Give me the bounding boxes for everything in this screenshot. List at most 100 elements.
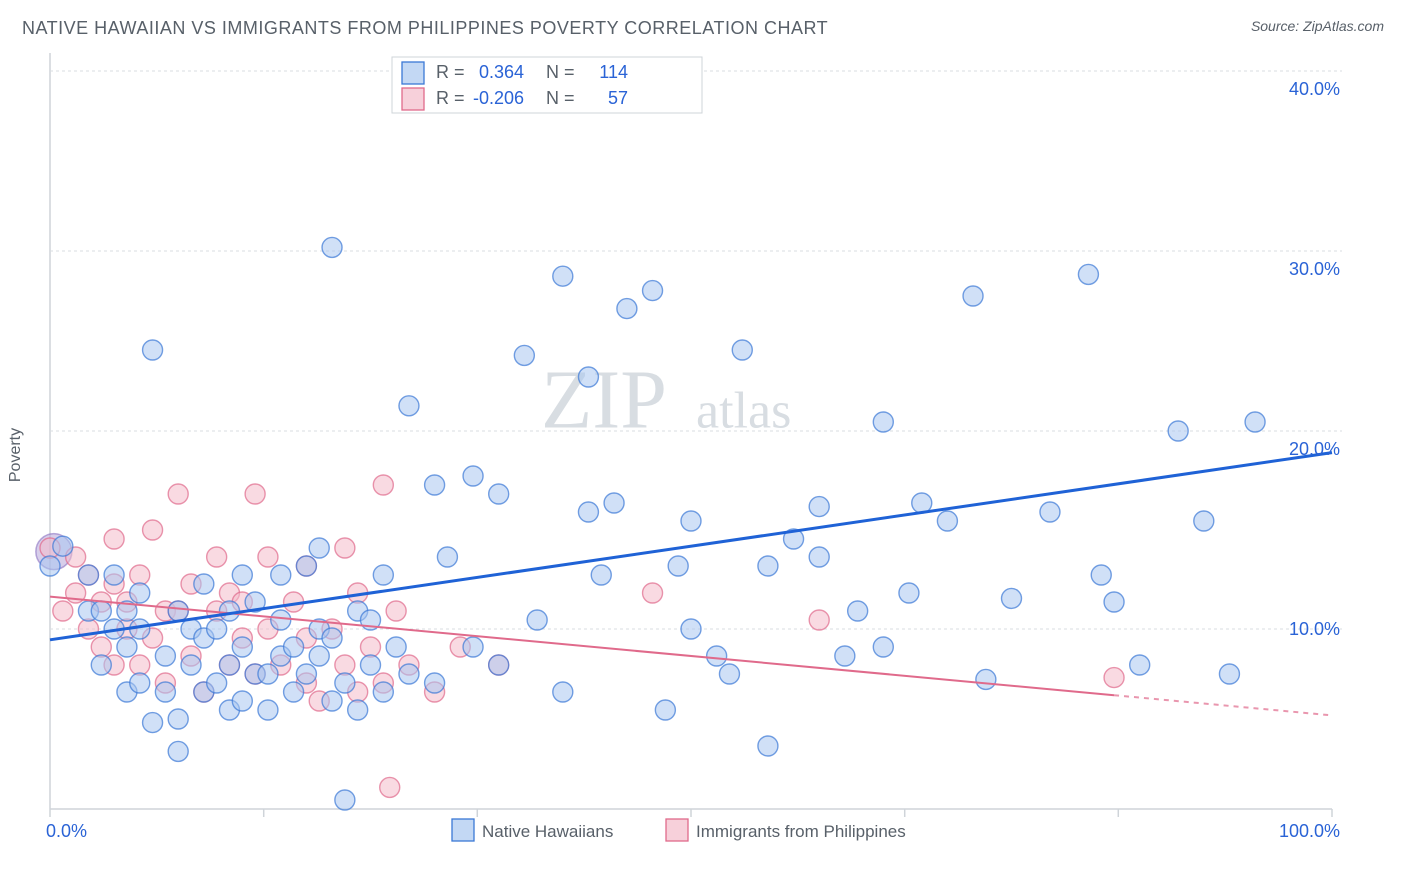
scatter-point — [296, 664, 316, 684]
scatter-point — [130, 655, 150, 675]
scatter-point — [207, 619, 227, 639]
svg-text:N =: N = — [546, 88, 575, 108]
scatter-point — [232, 637, 252, 657]
svg-text:R =: R = — [436, 62, 465, 82]
scatter-point — [335, 673, 355, 693]
scatter-point — [40, 556, 60, 576]
legend-swatch — [402, 62, 424, 84]
scatter-point — [399, 664, 419, 684]
scatter-point — [219, 655, 239, 675]
scatter-point — [309, 538, 329, 558]
scatter-point — [1078, 264, 1098, 284]
legend-label: Immigrants from Philippines — [696, 822, 906, 841]
scatter-point — [758, 556, 778, 576]
scatter-point — [53, 536, 73, 556]
svg-text:ZIP: ZIP — [541, 353, 667, 446]
scatter-point — [617, 299, 637, 319]
scatter-point — [296, 556, 316, 576]
scatter-point — [1194, 511, 1214, 531]
scatter-series-blue — [40, 237, 1265, 810]
scatter-point — [258, 664, 278, 684]
chart-title: NATIVE HAWAIIAN VS IMMIGRANTS FROM PHILI… — [22, 18, 828, 39]
scatter-point — [284, 637, 304, 657]
scatter-point — [578, 502, 598, 522]
scatter-point — [809, 497, 829, 517]
y-tick-label: 30.0% — [1289, 259, 1340, 279]
x-tick-label: 0.0% — [46, 821, 87, 841]
scatter-point — [386, 637, 406, 657]
scatter-point — [348, 700, 368, 720]
svg-text:0.364: 0.364 — [479, 62, 524, 82]
scatter-point — [643, 583, 663, 603]
scatter-point — [848, 601, 868, 621]
scatter-point — [143, 340, 163, 360]
y-axis-label: Poverty — [7, 428, 25, 482]
scatter-point — [194, 574, 214, 594]
scatter-point — [258, 547, 278, 567]
svg-text:114: 114 — [599, 62, 628, 82]
scatter-point — [168, 601, 188, 621]
svg-text:57: 57 — [608, 88, 628, 108]
svg-text:atlas: atlas — [696, 382, 791, 439]
scatter-point — [361, 637, 381, 657]
scatter-point — [143, 520, 163, 540]
y-tick-label: 40.0% — [1289, 79, 1340, 99]
scatter-point — [643, 281, 663, 301]
scatter-point — [578, 367, 598, 387]
scatter-point — [719, 664, 739, 684]
scatter-point — [527, 610, 547, 630]
legend-swatch — [402, 88, 424, 110]
scatter-point — [130, 583, 150, 603]
scatter-point — [835, 646, 855, 666]
scatter-point — [232, 691, 252, 711]
svg-text:R =: R = — [436, 88, 465, 108]
scatter-point — [91, 601, 111, 621]
scatter-point — [489, 484, 509, 504]
scatter-point — [207, 547, 227, 567]
scatter-point — [514, 345, 534, 365]
scatter-point — [963, 286, 983, 306]
scatter-point — [873, 412, 893, 432]
source-label: Source: — [1251, 18, 1299, 34]
scatter-point — [322, 691, 342, 711]
x-tick-label: 100.0% — [1279, 821, 1340, 841]
scatter-point — [309, 646, 329, 666]
scatter-point — [232, 565, 252, 585]
svg-text:-0.206: -0.206 — [473, 88, 524, 108]
scatter-point — [732, 340, 752, 360]
scatter-point — [399, 396, 419, 416]
scatter-point — [335, 655, 355, 675]
source-value: ZipAtlas.com — [1303, 18, 1384, 34]
scatter-point — [380, 777, 400, 797]
scatter-point — [271, 565, 291, 585]
scatter-point — [553, 682, 573, 702]
scatter-point — [437, 547, 457, 567]
scatter-point — [219, 601, 239, 621]
scatter-point — [168, 741, 188, 761]
scatter-point — [425, 475, 445, 495]
scatter-point — [284, 682, 304, 702]
scatter-point — [130, 565, 150, 585]
scatter-point — [1245, 412, 1265, 432]
scatter-point — [91, 637, 111, 657]
legend-swatch — [452, 819, 474, 841]
scatter-point — [591, 565, 611, 585]
legend-swatch — [666, 819, 688, 841]
scatter-point — [707, 646, 727, 666]
scatter-point — [1104, 668, 1124, 688]
scatter-point — [53, 601, 73, 621]
scatter-point — [873, 637, 893, 657]
svg-text:N =: N = — [546, 62, 575, 82]
chart-source: Source: ZipAtlas.com — [1251, 18, 1384, 34]
scatter-point — [207, 673, 227, 693]
scatter-point — [655, 700, 675, 720]
scatter-point — [335, 790, 355, 810]
scatter-point — [681, 619, 701, 639]
scatter-chart: ZIPatlas10.0%20.0%30.0%40.0%0.0%100.0%R … — [22, 45, 1348, 855]
scatter-point — [553, 266, 573, 286]
scatter-point — [117, 637, 137, 657]
scatter-point — [322, 237, 342, 257]
scatter-point — [245, 484, 265, 504]
scatter-point — [1104, 592, 1124, 612]
watermark: ZIP atlas — [541, 353, 791, 446]
